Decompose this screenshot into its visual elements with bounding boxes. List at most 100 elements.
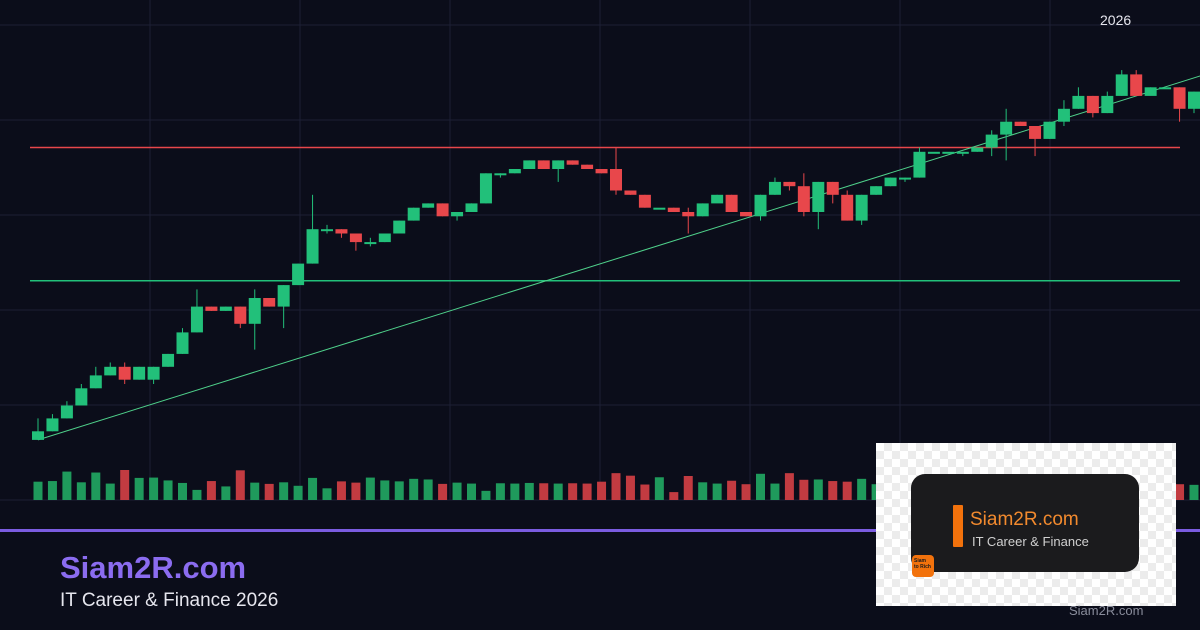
volume-bar [163,480,173,500]
candle-body [133,366,146,380]
volume-bar [293,485,303,500]
candle-body [89,375,102,389]
candle-body [1159,87,1172,90]
volume-bar [799,479,809,500]
candle-body [754,194,767,217]
candle-body [725,194,738,212]
candle-body [508,169,521,174]
volume-bar [452,482,462,500]
candle-body [104,366,117,376]
volume-bar [669,492,679,500]
candle-body [537,160,550,169]
candle-body [682,212,695,217]
candle-body [436,203,449,217]
candle-body [581,164,594,169]
candle-body [566,160,579,165]
brand-title[interactable]: Siam2R.com [60,550,247,585]
logo-badge-line2: to Rich [914,564,931,570]
candle-body [653,207,666,210]
volume-bar [91,472,101,500]
volume-bar [481,490,491,500]
candle-body [118,366,131,380]
volume-bar [221,486,231,500]
candle-body [841,194,854,221]
candle-body [624,190,637,195]
candle-body [826,181,839,195]
candle-body [638,194,651,208]
candle-body [162,353,175,367]
volume-bar [394,481,404,500]
volume-bar [741,484,751,500]
candle-body [277,285,290,307]
candle-body [595,169,608,174]
candle-body [248,298,261,324]
candle-body [1144,87,1157,96]
candle-body [465,203,478,212]
candle-body [32,431,44,440]
candle-body [1072,95,1085,109]
candle-body [1014,121,1027,126]
trend-line [37,75,1200,441]
volume-bar [380,480,390,500]
candle-body [60,405,73,419]
volume-bar [120,470,130,500]
candle-body [479,173,492,204]
volume-bar [250,482,260,500]
logo-overlay: Siam2R.com IT Career & Finance Siam to Ri… [876,443,1176,606]
volume-bar [62,471,72,500]
volume-bar [308,477,318,500]
candle-body [696,203,709,217]
candle-body [451,212,464,217]
volume-bar [524,482,534,500]
volume-bar [510,483,520,500]
volume-bar [553,483,563,500]
volume-bar [76,482,86,500]
candle-body [1173,87,1186,109]
candle-body [985,134,998,148]
volume-bar [727,480,737,500]
candle-body [321,229,333,232]
footer-site-link[interactable]: Siam2R.com [1069,603,1144,618]
candle-body [393,220,406,234]
volume-bar [784,473,794,500]
candle-body [667,207,680,212]
logo-accent-bar [953,505,963,547]
candle-body [292,263,305,286]
volume-bar [1175,484,1185,500]
volume-bar [264,483,274,500]
candle-body [205,306,218,311]
candle-body [234,306,247,324]
candle-body [219,306,232,311]
logo-card: Siam2R.com IT Career & Finance [911,474,1139,572]
candle-body [956,151,969,154]
volume-bar [134,477,144,500]
volume-bar [409,478,419,500]
volume-bar [828,481,838,500]
volume-bar [857,478,867,500]
volume-bar [467,483,476,500]
candle-body [740,212,753,217]
volume-bar [438,483,448,500]
candle-body [190,306,203,333]
volume-bar [178,482,187,500]
logo-tagline: IT Career & Finance [972,534,1089,549]
candle-body [610,169,622,191]
volume-bar [149,477,159,500]
volume-bar [539,483,549,500]
candle-body [176,332,189,354]
volume-bar [495,483,505,500]
candle-body [942,151,955,154]
volume-bar [279,482,289,500]
candle-body [913,151,926,178]
footer-divider [0,529,1200,532]
volume-bar [192,489,202,500]
candle-body [1101,95,1114,114]
volume-bar [842,481,852,500]
volume-bar [365,477,375,500]
candle-body [1115,74,1128,96]
volume-bar [351,482,361,500]
candle-body [1057,108,1070,122]
candle-body [927,151,940,154]
candle-body [349,233,362,243]
volume-bar [582,483,592,500]
